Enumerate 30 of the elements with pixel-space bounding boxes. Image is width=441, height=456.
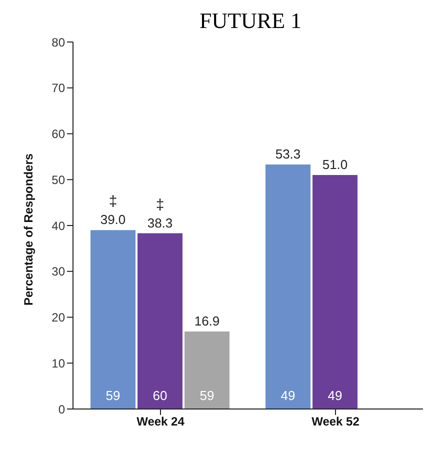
y-tick-label: 0 <box>58 402 66 416</box>
data-label: 16.9 <box>194 313 220 328</box>
y-tick-label: 50 <box>52 172 66 187</box>
y-tick-label: 30 <box>52 264 66 279</box>
annotation: ‡ <box>156 196 164 214</box>
y-tick-label: 20 <box>52 310 66 325</box>
y-tick-label: 60 <box>52 127 66 142</box>
data-label: 38.3 <box>147 215 173 230</box>
x-tick-label: Week 24 <box>136 414 185 429</box>
y-tick-label: 70 <box>52 81 66 96</box>
annotation: ‡ <box>108 193 118 210</box>
bar <box>138 233 182 409</box>
bar <box>266 164 310 409</box>
bar <box>90 230 136 409</box>
annotation: 49 <box>328 388 342 403</box>
annotation: 49 <box>280 388 296 403</box>
y-tick-label: 80 <box>52 35 66 50</box>
bar <box>184 331 230 409</box>
y-tick-label: 40 <box>52 218 66 233</box>
y-axis-title: Percentage of Responders <box>21 153 36 306</box>
data-label: 39.0 <box>100 212 126 228</box>
data-label: 51.0 <box>322 157 348 172</box>
x-tick-label: Week 52 <box>312 414 360 429</box>
chart-title: FUTURE 1 <box>198 8 303 34</box>
bar <box>312 175 358 409</box>
annotation: 60 <box>152 388 168 403</box>
y-tick-label: 10 <box>52 356 66 370</box>
annotation: 59 <box>106 388 120 403</box>
annotation: 59 <box>200 388 214 403</box>
data-label: 53.3 <box>275 146 301 162</box>
